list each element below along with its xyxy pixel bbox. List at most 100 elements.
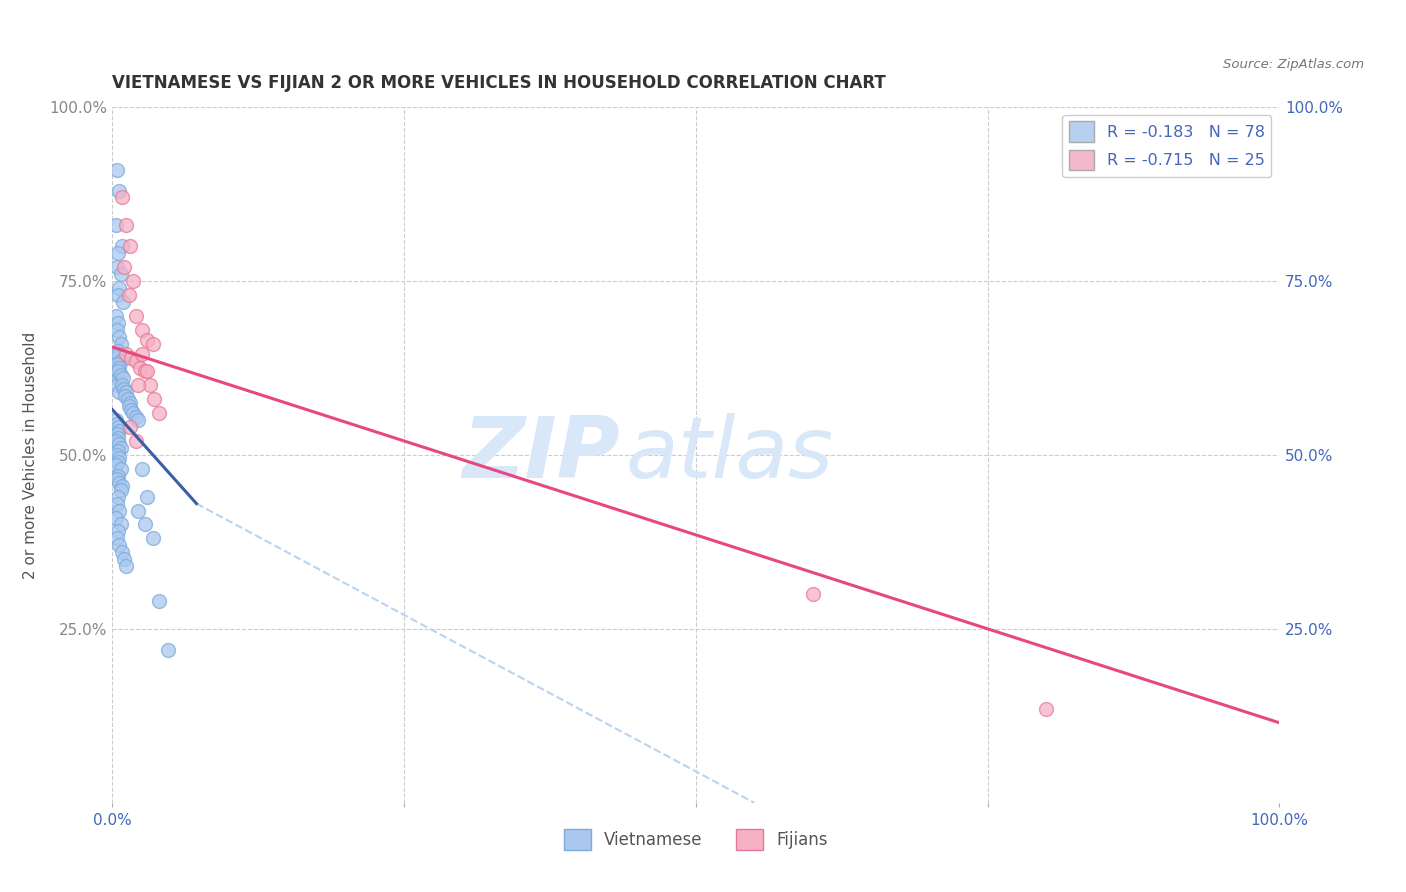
Point [125, 434, 148, 448]
Point [125, 309, 148, 323]
Point [104, 219, 127, 233]
Point [801, 587, 824, 601]
Point [127, 413, 149, 427]
Point [118, 420, 141, 434]
Point [107, 371, 129, 385]
Point [148, 406, 170, 420]
Text: Source: ZipAtlas.com: Source: ZipAtlas.com [1223, 58, 1364, 71]
Point [105, 378, 128, 392]
Point [127, 378, 149, 392]
Point [108, 329, 131, 343]
Legend: Vietnamese, Fijians: Vietnamese, Fijians [558, 822, 834, 857]
Point [107, 455, 129, 469]
Point [107, 347, 129, 361]
Point [110, 483, 132, 497]
Point [108, 385, 131, 400]
Point [105, 472, 128, 486]
Point [104, 434, 127, 448]
Point [105, 162, 128, 177]
Point [108, 451, 131, 466]
Point [1035, 702, 1057, 716]
Point [112, 552, 135, 566]
Point [108, 281, 131, 295]
Point [107, 420, 129, 434]
Point [110, 267, 132, 281]
Point [111, 190, 134, 204]
Point [136, 333, 159, 347]
Text: ZIP: ZIP [463, 413, 620, 497]
Point [131, 347, 153, 361]
Point [122, 274, 145, 288]
Point [105, 358, 128, 372]
Point [112, 382, 135, 396]
Point [110, 354, 132, 368]
Point [108, 358, 131, 372]
Point [110, 517, 132, 532]
Point [107, 524, 129, 539]
Point [104, 413, 127, 427]
Point [111, 239, 134, 253]
Point [118, 288, 141, 302]
Point [105, 427, 128, 442]
Point [134, 517, 156, 532]
Point [108, 503, 131, 517]
Point [120, 402, 142, 417]
Point [131, 462, 153, 476]
Point [110, 368, 132, 382]
Point [143, 392, 166, 407]
Point [115, 347, 138, 361]
Point [134, 364, 156, 378]
Point [107, 288, 129, 302]
Point [107, 444, 129, 458]
Point [110, 441, 132, 455]
Point [142, 336, 165, 351]
Point [108, 184, 131, 198]
Point [131, 323, 153, 337]
Point [111, 371, 134, 385]
Point [117, 392, 139, 407]
Point [125, 354, 148, 368]
Point [111, 545, 134, 559]
Point [107, 468, 129, 483]
Point [105, 323, 128, 337]
Point [107, 430, 129, 444]
Point [108, 475, 131, 490]
Point [110, 336, 132, 351]
Point [115, 385, 138, 400]
Point [104, 510, 127, 524]
Point [107, 246, 129, 260]
Point [114, 389, 136, 403]
Point [105, 448, 128, 462]
Point [105, 497, 128, 511]
Point [110, 462, 132, 476]
Point [105, 260, 128, 274]
Point [112, 260, 135, 274]
Point [157, 642, 180, 657]
Point [118, 239, 141, 253]
Point [115, 559, 138, 574]
Point [142, 532, 165, 546]
Point [108, 538, 131, 552]
Text: VIETNAMESE VS FIJIAN 2 OR MORE VEHICLES IN HOUSEHOLD CORRELATION CHART: VIETNAMESE VS FIJIAN 2 OR MORE VEHICLES … [112, 74, 886, 92]
Point [122, 406, 145, 420]
Point [120, 351, 142, 365]
Point [104, 309, 127, 323]
Point [104, 364, 127, 378]
Point [105, 417, 128, 431]
Point [118, 399, 141, 413]
Point [105, 532, 128, 546]
Point [111, 294, 134, 309]
Point [108, 424, 131, 438]
Point [111, 479, 134, 493]
Point [107, 490, 129, 504]
Point [125, 409, 148, 424]
Point [139, 378, 162, 392]
Point [129, 360, 152, 375]
Point [105, 351, 128, 365]
Point [108, 437, 131, 451]
Point [148, 594, 170, 608]
Text: atlas: atlas [626, 413, 834, 497]
Point [104, 458, 127, 473]
Point [107, 316, 129, 330]
Point [136, 490, 159, 504]
